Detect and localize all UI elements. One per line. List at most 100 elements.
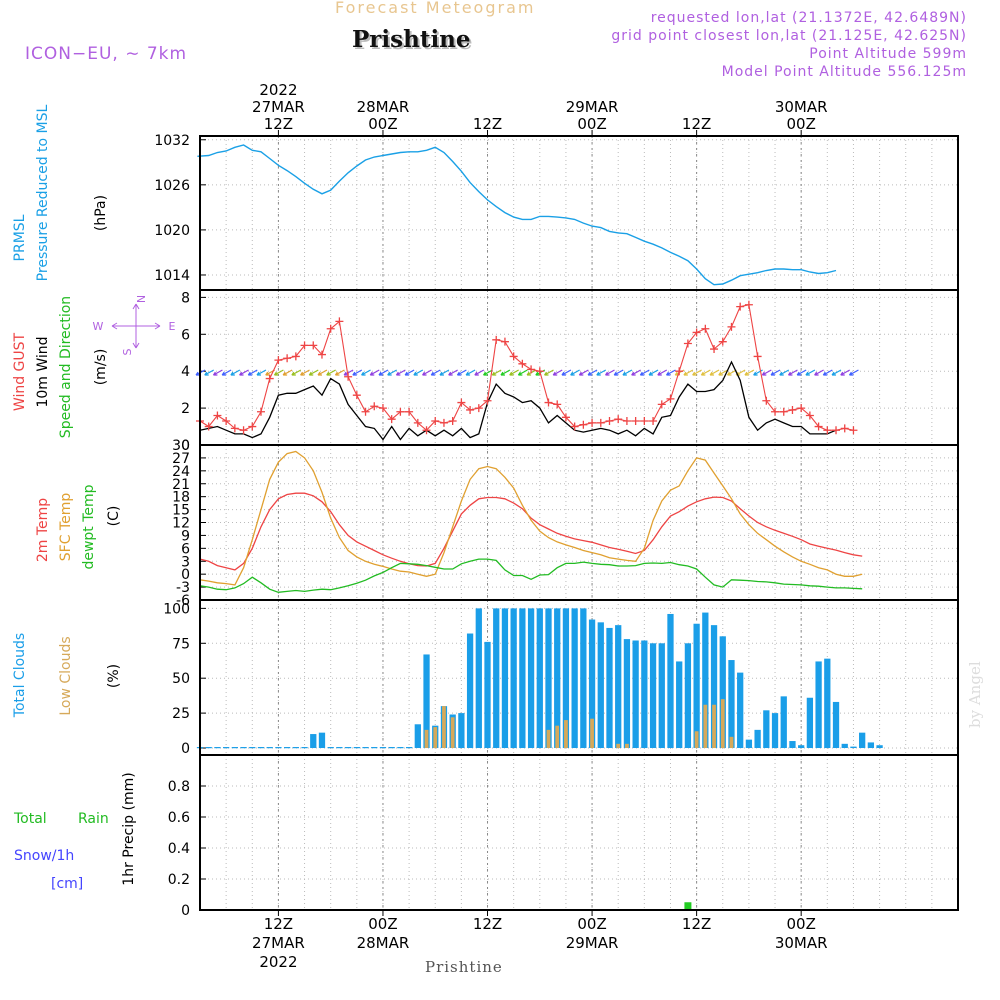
total-cloud-bar xyxy=(545,608,552,749)
gust-marker xyxy=(805,411,814,420)
wind-labels: Wind GUST 10m Wind Speed and Direction (… xyxy=(12,295,176,438)
wind-arrow xyxy=(491,369,502,376)
total-cloud-bar xyxy=(728,660,735,749)
total-cloud-bar xyxy=(841,743,848,749)
total-cloud-bar xyxy=(571,608,578,749)
total-cloud-bar xyxy=(205,747,212,749)
total-cloud-bar xyxy=(466,633,474,749)
low-cloud-bar xyxy=(720,699,725,749)
wind-arrow xyxy=(361,369,371,376)
y-tick-label: 12 xyxy=(172,516,190,532)
total-cloud-bar xyxy=(240,747,247,749)
gust-marker xyxy=(283,354,292,363)
compass-east: E xyxy=(169,320,176,333)
total-cloud-bar xyxy=(745,739,753,749)
wind-arrow xyxy=(552,369,563,376)
gust-marker xyxy=(823,426,832,435)
wind-arrow xyxy=(273,369,284,376)
y-tick-label: 25 xyxy=(172,706,190,722)
total-cloud-bar xyxy=(362,747,369,749)
total-cloud-bar xyxy=(780,696,787,749)
wind-arrow xyxy=(657,369,668,376)
y-tick-label: 100 xyxy=(163,601,190,617)
y-tick-label: 9 xyxy=(181,528,190,544)
grid-point-coords: grid point closest lon,lat (21.125E, 42.… xyxy=(611,28,967,44)
y-tick-label: 18 xyxy=(172,490,190,506)
wind-arrow xyxy=(570,369,580,376)
y-tick-label: 8 xyxy=(181,290,190,306)
gust-marker xyxy=(352,391,361,400)
wind-gust-label: Wind GUST xyxy=(12,332,28,411)
total-cloud-bar xyxy=(737,672,744,749)
snow-label: Snow/1h xyxy=(14,848,74,864)
gust-marker xyxy=(213,411,222,420)
gust-marker xyxy=(378,404,387,413)
gust-marker xyxy=(344,372,353,381)
gust-marker xyxy=(483,396,492,405)
top-time-label: 12Z xyxy=(682,115,711,133)
total-cloud-bar xyxy=(510,608,517,749)
total-cloud-bar xyxy=(275,747,282,749)
wind-arrow xyxy=(300,369,310,376)
total-cloud-bar xyxy=(327,747,334,749)
total-cloud-bar xyxy=(484,641,491,749)
top-time-label: 00Z xyxy=(786,115,815,133)
gust-marker xyxy=(239,426,248,435)
top-time-label: 28MAR xyxy=(357,98,410,116)
y-tick-label: 30 xyxy=(172,438,190,454)
prmsl-series xyxy=(197,144,837,286)
wind-arrow xyxy=(848,369,859,376)
top-time-label: 2022 xyxy=(259,81,297,99)
wind-arrow xyxy=(448,369,458,376)
gust-marker xyxy=(718,337,727,346)
y-tick-label: 1026 xyxy=(154,178,190,194)
total-cloud-bar xyxy=(283,747,291,749)
gust-marker xyxy=(230,424,239,433)
gust-marker xyxy=(753,352,762,361)
wind-arrow xyxy=(465,369,476,376)
wind-arrow xyxy=(474,369,485,376)
total-cloud-bar xyxy=(292,747,299,749)
wind-arrow xyxy=(596,369,607,376)
top-time-label: 00Z xyxy=(368,115,397,133)
low-cloud-bar xyxy=(729,736,734,749)
requested-coords: requested lon,lat (21.1372E, 42.6489N) xyxy=(650,10,967,26)
total-cloud-bar xyxy=(693,623,700,749)
wind-arrow xyxy=(282,369,293,376)
wind-arrow xyxy=(439,369,450,376)
wind-gust-series xyxy=(199,304,854,431)
compass-icon: N S W E xyxy=(93,295,176,356)
low-cloud-bar xyxy=(433,727,438,749)
total-cloud-bar xyxy=(597,622,604,749)
total-cloud-bar xyxy=(336,747,343,749)
wind-arrow xyxy=(639,369,650,376)
total-cloud-bar xyxy=(824,658,831,749)
wind-arrow xyxy=(483,369,493,376)
total-cloud-bar xyxy=(606,627,613,749)
y-tick-label: 0.8 xyxy=(168,779,190,795)
wind-arrow xyxy=(430,369,441,376)
wind-arrow xyxy=(509,369,519,376)
compass-south: S xyxy=(121,348,134,355)
gust-marker xyxy=(832,426,841,435)
total-cloud-bar xyxy=(798,745,805,749)
wind-arrow xyxy=(648,369,659,376)
total-cloud-bar xyxy=(815,661,822,749)
wind-arrow xyxy=(378,369,389,376)
gust-marker xyxy=(692,328,701,337)
gust-marker xyxy=(788,405,797,414)
bottom-time-label: 27MAR xyxy=(252,934,305,952)
t2m-label: 2m Temp xyxy=(35,498,51,562)
wind-arrow xyxy=(256,369,267,376)
total-cloud-bar xyxy=(405,747,413,749)
total-cloud-bar xyxy=(344,747,352,749)
gust-marker xyxy=(474,404,483,413)
low-cloud-bar xyxy=(703,704,708,749)
gust-marker xyxy=(683,339,692,348)
precip-unit-label: 1hr Precip (mm) xyxy=(121,772,137,885)
y-tick-label: 2 xyxy=(181,401,190,417)
gust-marker xyxy=(657,400,666,409)
wind-arrow xyxy=(770,369,781,376)
y-tick-label: 1014 xyxy=(154,268,190,284)
